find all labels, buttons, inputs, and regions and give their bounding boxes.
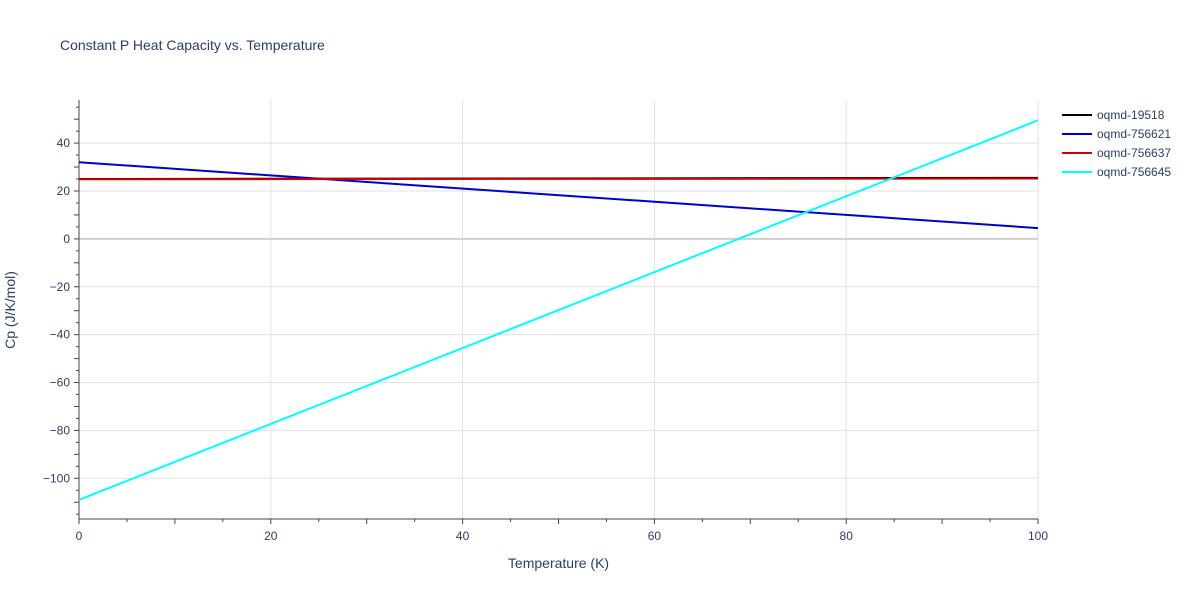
y-tick-label: −80 [50,423,71,437]
legend-label: oqmd-756645 [1097,165,1171,179]
y-tick-label: −100 [43,471,70,485]
chart-title: Constant P Heat Capacity vs. Temperature [60,37,325,53]
x-tick-label: 0 [76,529,83,543]
legend-item-oqmd-756645[interactable]: oqmd-756645 [1062,165,1171,179]
x-tick-label: 20 [264,529,278,543]
series-layer [79,119,1038,501]
legend: oqmd-19518 oqmd-756621 oqmd-756637 oqmd-756… [1062,108,1171,179]
legend-item-oqmd-756637[interactable]: oqmd-756637 [1062,146,1171,160]
legend-item-oqmd-19518[interactable]: oqmd-19518 [1062,108,1165,122]
y-tick-label: −60 [50,376,71,390]
y-tick-label: −40 [50,328,71,342]
axis-layer: 0 20 40 60 80 100 −100 −80 −60 −40 −20 0 20 40 [43,100,1048,543]
series-line-oqmd-756637 [79,177,1038,181]
legend-item-oqmd-756621[interactable]: oqmd-756621 [1062,127,1171,141]
series-line-oqmd-756621 [79,161,1038,230]
x-axis-title: Temperature (K) [508,555,609,571]
y-tick-label: 20 [57,184,71,198]
y-tick-label: 0 [63,232,70,246]
legend-label: oqmd-19518 [1097,108,1165,122]
y-tick-label: 40 [57,136,71,150]
grid-layer [79,100,1039,519]
x-tick-label: 60 [648,529,662,543]
x-tick-label: 100 [1028,529,1048,543]
x-tick-label: 40 [456,529,470,543]
y-axis-title: Cp (J/K/mol) [2,271,18,349]
x-tick-label: 80 [840,529,854,543]
series-line-oqmd-756645 [79,119,1038,501]
legend-label: oqmd-756637 [1097,146,1171,160]
y-tick-label: −20 [50,280,71,294]
legend-label: oqmd-756621 [1097,127,1171,141]
